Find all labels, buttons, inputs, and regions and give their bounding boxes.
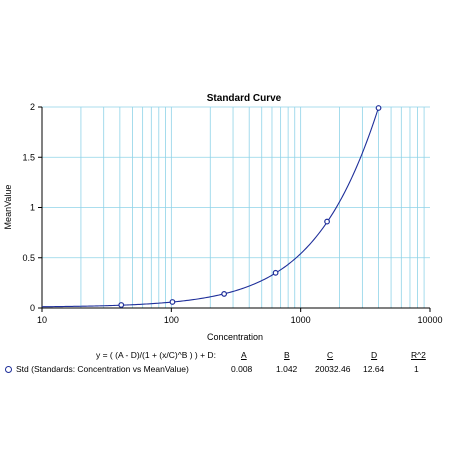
data-points	[118, 105, 382, 308]
x-tick-label: 100	[164, 315, 179, 325]
x-axis-label: Concentration	[207, 332, 263, 342]
legend-series-name: Std (Standards: Concentration vs MeanVal…	[16, 364, 189, 374]
param-value-c: 20032.46	[315, 364, 351, 374]
y-tick-label: 0	[30, 303, 35, 313]
data-point	[375, 105, 382, 111]
param-value-a: 0.008	[231, 364, 253, 374]
param-header-r2: R^2	[411, 350, 426, 360]
fit-equation: y = ( (A - D)/(1 + (x/C)^B ) ) + D:	[96, 350, 216, 360]
param-value-r2: 1	[414, 364, 419, 374]
x-tick-label: 10000	[417, 315, 442, 325]
data-point	[221, 291, 228, 297]
y-tick-label: 0.5	[22, 253, 35, 263]
y-axis-label: MeanValue	[3, 185, 13, 230]
fit-curve-layer	[41, 107, 380, 308]
param-header-c: C	[327, 350, 334, 360]
param-value-d: 12.64	[363, 364, 385, 374]
y-tick-label: 1.5	[22, 152, 35, 162]
y-tick-label: 1	[30, 203, 35, 213]
param-value-b: 1.042	[276, 364, 298, 374]
legend-marker-icon	[5, 366, 12, 373]
param-header-b: B	[284, 350, 290, 360]
data-point	[118, 302, 125, 308]
fit-curve	[41, 107, 380, 308]
fit-values-row: Std (Standards: Concentration vs MeanVal…	[0, 364, 450, 375]
y-tick-label: 2	[30, 102, 35, 112]
chart-title: Standard Curve	[207, 93, 282, 104]
x-tick-label: 10	[37, 315, 47, 325]
data-point	[169, 299, 176, 305]
data-point	[272, 269, 279, 276]
x-tick-label: 1000	[291, 315, 311, 325]
param-header-d: D	[371, 350, 378, 360]
axes	[38, 106, 431, 312]
grid-lines	[42, 106, 430, 308]
data-point	[324, 218, 330, 225]
param-header-a: A	[241, 350, 247, 360]
fit-header-row: y = ( (A - D)/(1 + (x/C)^B ) ) + D: A B …	[0, 350, 450, 361]
tick-labels: 10 100 1000 10000 0 0.5 1 1.5 2	[22, 102, 442, 325]
